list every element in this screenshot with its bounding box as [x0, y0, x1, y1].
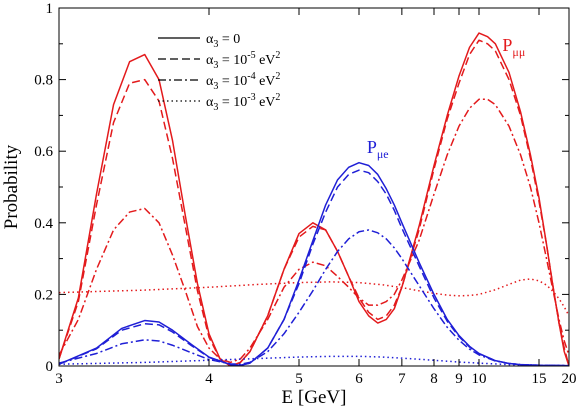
annotations: Pμμ Pμe [367, 35, 525, 161]
y-tick-label-0: 0 [46, 359, 54, 375]
x-tick-label-1: 4 [205, 371, 213, 387]
x-tick-label-3: 6 [355, 371, 363, 387]
ticks-layer [58, 7, 570, 367]
y-tick-label-4: 0.8 [34, 73, 53, 89]
x-tick-label-9: 20 [562, 371, 577, 387]
series-layer [59, 32, 569, 366]
y-tick-label-1: 0.2 [34, 287, 53, 303]
x-tick-label-7: 10 [472, 371, 487, 387]
legend-label-3: α3 = 10-3 eV2 [206, 92, 280, 113]
x-tick-label-4: 7 [398, 371, 406, 387]
series-line-5 [59, 169, 569, 366]
series-line-6 [59, 229, 569, 366]
y-tick-label-5: 1 [46, 1, 54, 17]
x-tick-label-2: 5 [295, 371, 303, 387]
x-axis-title: E [GeV] [282, 387, 347, 408]
y-tick-label-3: 0.6 [34, 144, 53, 160]
series-line-2 [59, 98, 569, 364]
plot-frame [58, 7, 570, 367]
labels-layer: 3 4 5 6 7 8 9 10 15 20 0 0.2 0.4 0.6 0.8 1 [34, 1, 576, 387]
legend-label-1: α3 = 10-5 eV2 [206, 50, 280, 71]
annotation-label-0: Pμμ [502, 35, 525, 59]
x-tick-label-6: 9 [455, 371, 463, 387]
annotation-label-1: Pμe [367, 137, 389, 161]
series-line-7 [59, 355, 569, 366]
y-tick-label-2: 0.4 [34, 216, 53, 232]
x-tick-label-5: 8 [430, 371, 438, 387]
series-line-0 [59, 32, 569, 366]
x-tick-label-0: 3 [55, 371, 63, 387]
x-tick-label-8: 15 [532, 371, 547, 387]
series-line-3 [59, 278, 569, 317]
y-axis-title: Probability [1, 144, 22, 229]
series-line-4 [59, 161, 569, 366]
legend-label-0: α3 = 0 [206, 32, 240, 50]
series-line-1 [59, 39, 569, 366]
legend-label-2: α3 = 10-4 eV2 [206, 71, 280, 92]
